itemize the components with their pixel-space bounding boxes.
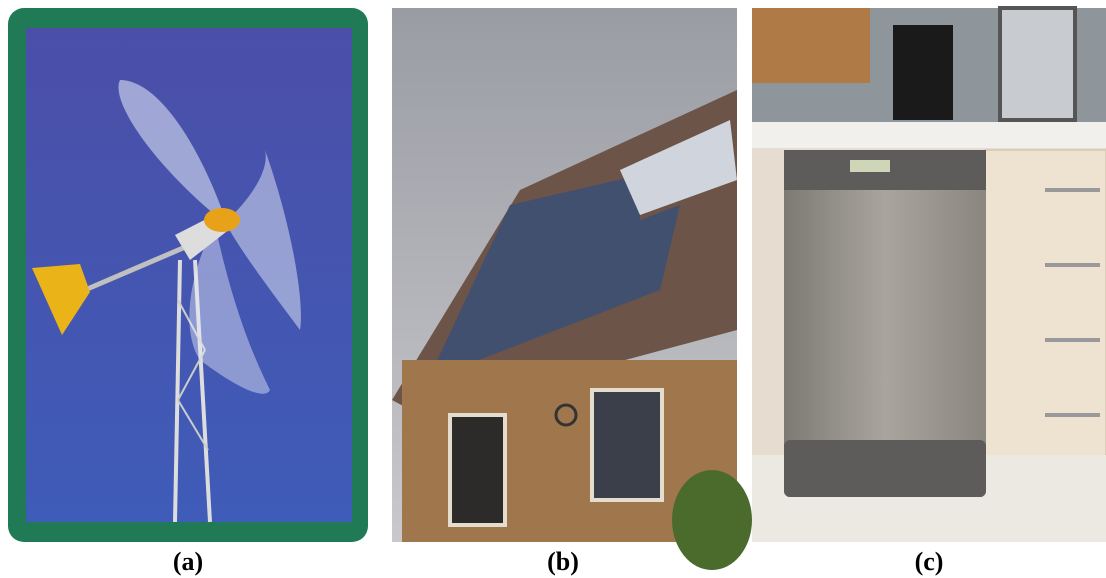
panel-a-image bbox=[8, 8, 368, 542]
panel-c-image bbox=[752, 6, 1106, 542]
panel-label: (a) bbox=[173, 547, 203, 576]
panel-label: (b) bbox=[547, 547, 579, 576]
panel-label: (c) bbox=[915, 547, 944, 576]
panel-b-image bbox=[392, 8, 752, 570]
